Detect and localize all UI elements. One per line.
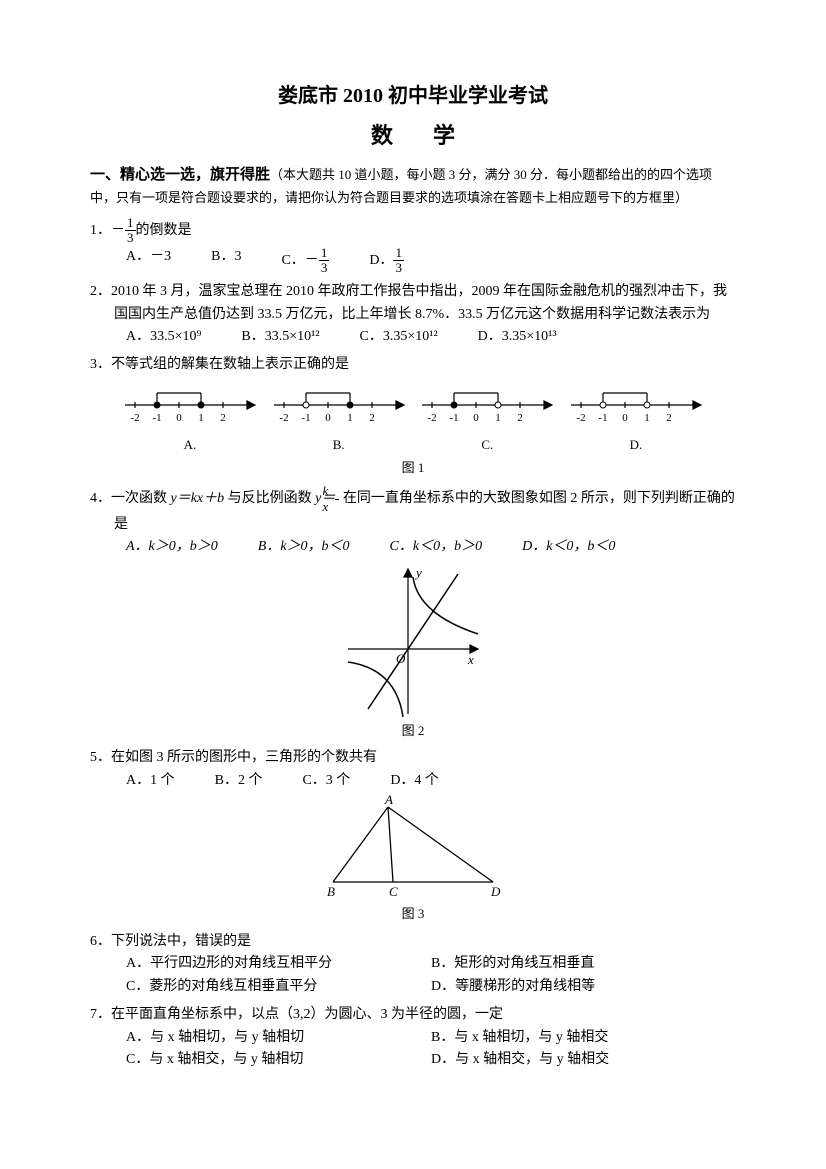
question-5: 5．在如图 3 所示的图形中，三角形的个数共有 A．1 个 B．2 个 C．3 … [90,747,736,925]
exam-title: 娄底市 2010 初中毕业学业考试 [90,80,736,112]
svg-text:2: 2 [666,412,672,424]
svg-text:A: A [384,792,393,807]
q5-opt-a: A．1 个 [126,770,175,792]
exam-subject: 数学 [90,118,736,153]
q4-stem: 4．一次函数 y＝kx＋b 与反比例函数 y＝kx 在同一直角坐标系中的大致图象… [90,484,736,536]
q3-fig-label: 图 1 [90,458,736,479]
svg-text:-1: -1 [301,412,310,424]
svg-text:2: 2 [518,412,524,424]
svg-text:y: y [414,565,422,580]
q4-opt-b: B．k＞0，b＜0 [258,536,350,558]
q1-opt-a: A．－3 [126,246,171,276]
q7-stem: 7．在平面直角坐标系中，以点（3,2）为圆心、3 为半径的圆，一定 [90,1004,736,1026]
q6-opt-c: C．菱形的对角线互相垂直平分 [126,976,431,998]
svg-text:-1: -1 [152,412,161,424]
q4-opt-a: A．k＞0，b＞0 [126,536,218,558]
q2-opt-c: C．3.35×10¹² [360,326,438,348]
q2-stem: 2．2010 年 3 月，温家宝总理在 2010 年政府工作报告中指出，2009… [90,281,736,326]
q5-stem: 5．在如图 3 所示的图形中，三角形的个数共有 [90,747,736,769]
svg-text:-2: -2 [576,412,585,424]
question-6: 6．下列说法中，错误的是 A．平行四边形的对角线互相平分 B．矩形的对角线互相垂… [90,931,736,998]
svg-text:0: 0 [325,412,331,424]
q6-opt-a: A．平行四边形的对角线互相平分 [126,953,431,975]
q1-opt-b: B．3 [211,246,241,276]
q3-nl-c: -2-1012C. [417,383,557,456]
question-1: 1．－13的倒数是 A．－3 B．3 C．－13 D．13 [90,216,736,275]
q3-nl-a: -2-1012A. [120,383,260,456]
q5-opt-b: B．2 个 [215,770,263,792]
q6-opt-b: B．矩形的对角线互相垂直 [431,953,736,975]
q4-fig-label: 图 2 [90,721,736,742]
q5-figure: A B C D 图 3 [90,792,736,925]
q1-opt-c: C．－13 [281,246,329,276]
q3-figures: -2-1012A. -2-1012B. -2-1012C. -2-1012D. [90,377,736,456]
q4-figure: x y O 图 2 [90,559,736,742]
svg-text:2: 2 [220,412,226,424]
svg-text:-1: -1 [598,412,607,424]
q1-stem-post: 的倒数是 [136,223,192,238]
question-2: 2．2010 年 3 月，温家宝总理在 2010 年政府工作报告中指出，2009… [90,281,736,348]
q6-stem: 6．下列说法中，错误的是 [90,931,736,953]
svg-text:1: 1 [496,412,502,424]
svg-text:1: 1 [644,412,650,424]
svg-text:B: B [327,884,335,899]
section-1-title: 一、精心选一选，旗开得胜 [90,167,270,183]
q7-opt-c: C．与 x 轴相交，与 y 轴相切 [126,1049,431,1071]
svg-text:x: x [467,652,474,667]
svg-text:-1: -1 [450,412,459,424]
svg-text:0: 0 [474,412,480,424]
svg-text:1: 1 [347,412,353,424]
q2-opt-d: D．3.35×10¹³ [478,326,557,348]
svg-text:-2: -2 [279,412,288,424]
svg-text:0: 0 [622,412,628,424]
svg-text:D: D [490,884,501,899]
q1-frac: 13 [125,216,136,246]
svg-text:O: O [396,651,406,666]
q3-nl-b: -2-1012B. [269,383,409,456]
section-1-header: 一、精心选一选，旗开得胜（本大题共 10 道小题，每小题 3 分，满分 30 分… [90,163,736,210]
q2-opt-b: B．33.5×10¹² [241,326,319,348]
q1-stem-pre: 1．－ [90,223,125,238]
svg-text:0: 0 [176,412,182,424]
q5-opt-d: D．4 个 [390,770,439,792]
svg-text:-2: -2 [428,412,437,424]
question-7: 7．在平面直角坐标系中，以点（3,2）为圆心、3 为半径的圆，一定 A．与 x … [90,1004,736,1071]
q7-opt-a: A．与 x 轴相切，与 y 轴相切 [126,1027,431,1049]
svg-text:-2: -2 [130,412,139,424]
q1-opt-d: D．13 [369,246,404,276]
q4-opt-d: D．k＜0，b＜0 [522,536,615,558]
q7-opt-b: B．与 x 轴相切，与 y 轴相交 [431,1027,736,1049]
q2-opt-a: A．33.5×10⁹ [126,326,201,348]
q7-opt-d: D．与 x 轴相交，与 y 轴相交 [431,1049,736,1071]
svg-text:1: 1 [198,412,204,424]
q3-stem: 3．不等式组的解集在数轴上表示正确的是 [90,354,736,376]
svg-text:2: 2 [369,412,375,424]
q5-opt-c: C．3 个 [302,770,350,792]
question-3: 3．不等式组的解集在数轴上表示正确的是 -2-1012A. -2-1012B. … [90,354,736,478]
q3-nl-d: -2-1012D. [566,383,706,456]
q4-opt-c: C．k＜0，b＞0 [390,536,483,558]
q6-opt-d: D．等腰梯形的对角线相等 [431,976,736,998]
svg-text:C: C [389,884,398,899]
q5-fig-label: 图 3 [90,904,736,925]
question-4: 4．一次函数 y＝kx＋b 与反比例函数 y＝kx 在同一直角坐标系中的大致图象… [90,484,736,741]
